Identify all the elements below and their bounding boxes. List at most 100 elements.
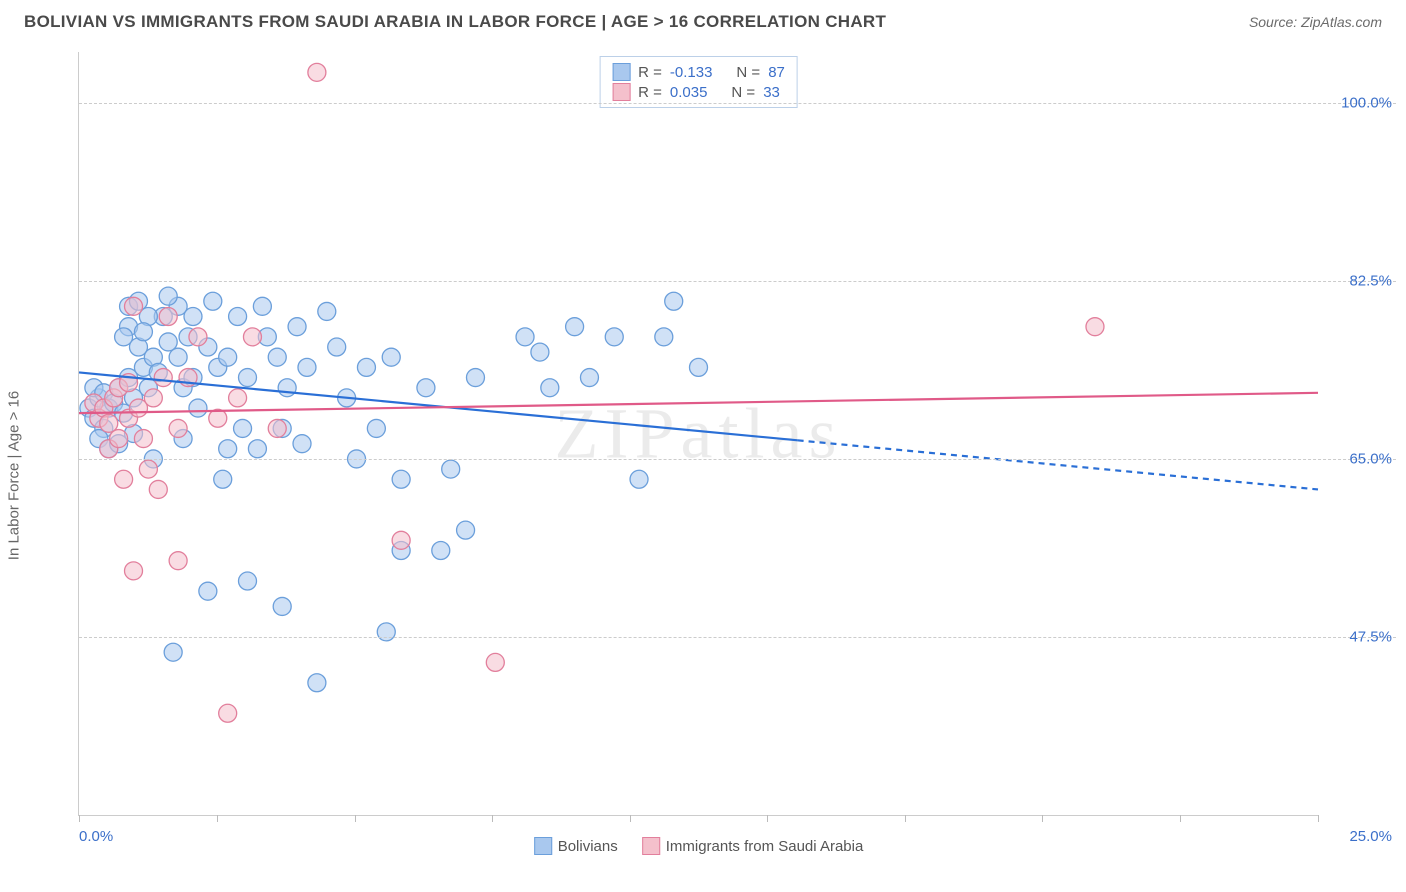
scatter-point	[219, 440, 237, 458]
scatter-point	[531, 343, 549, 361]
y-tick-label: 65.0%	[1349, 450, 1392, 467]
scatter-point	[466, 369, 484, 387]
r-value: -0.133	[670, 64, 713, 81]
scatter-point	[630, 470, 648, 488]
scatter-point	[690, 358, 708, 376]
scatter-point	[367, 419, 385, 437]
scatter-point	[100, 414, 118, 432]
scatter-point	[125, 562, 143, 580]
scatter-point	[566, 318, 584, 336]
scatter-point	[125, 297, 143, 315]
scatter-point	[298, 358, 316, 376]
bottom-legend: Bolivians Immigrants from Saudi Arabia	[534, 837, 864, 855]
x-tick	[905, 815, 906, 822]
chart-title: BOLIVIAN VS IMMIGRANTS FROM SAUDI ARABIA…	[24, 12, 886, 32]
scatter-point	[229, 389, 247, 407]
scatter-point	[149, 480, 167, 498]
n-value: 33	[763, 84, 780, 101]
r-value: 0.035	[670, 84, 708, 101]
scatter-point	[382, 348, 400, 366]
scatter-point	[432, 541, 450, 559]
x-tick	[355, 815, 356, 822]
scatter-point	[159, 287, 177, 305]
x-tick	[1318, 815, 1319, 822]
scatter-point	[229, 308, 247, 326]
x-tick	[1042, 815, 1043, 822]
scatter-point	[144, 389, 162, 407]
regression-line	[79, 393, 1318, 413]
r-label: R =	[638, 64, 662, 81]
scatter-point	[243, 328, 261, 346]
y-tick-label: 47.5%	[1349, 628, 1392, 645]
legend-swatch	[642, 837, 660, 855]
x-tick-label: 0.0%	[79, 828, 113, 845]
scatter-point	[219, 348, 237, 366]
scatter-point	[357, 358, 375, 376]
scatter-point	[655, 328, 673, 346]
scatter-point	[234, 419, 252, 437]
legend-swatch	[534, 837, 552, 855]
scatter-point	[169, 552, 187, 570]
scatter-point	[159, 308, 177, 326]
scatter-point	[308, 63, 326, 81]
y-axis-label: In Labor Force | Age > 16	[6, 391, 23, 560]
scatter-point	[580, 369, 598, 387]
scatter-point	[417, 379, 435, 397]
x-tick	[79, 815, 80, 822]
regression-line-dashed	[798, 440, 1318, 489]
gridline	[79, 281, 1396, 282]
gridline	[79, 459, 1396, 460]
x-tick	[492, 815, 493, 822]
legend-label: Bolivians	[558, 838, 618, 855]
scatter-point	[239, 369, 257, 387]
scatter-point	[318, 302, 336, 320]
x-tick	[630, 815, 631, 822]
r-label: R =	[638, 84, 662, 101]
scatter-point	[248, 440, 266, 458]
legend-label: Immigrants from Saudi Arabia	[666, 838, 864, 855]
scatter-point	[219, 704, 237, 722]
scatter-point	[115, 470, 133, 488]
scatter-point	[189, 399, 207, 417]
scatter-point	[541, 379, 559, 397]
correlation-box: R = -0.133 N = 87 R = 0.035 N = 33	[599, 56, 798, 108]
scatter-point	[392, 470, 410, 488]
correlation-row: R = 0.035 N = 33	[612, 83, 785, 101]
scatter-point	[164, 643, 182, 661]
scatter-point	[605, 328, 623, 346]
scatter-point	[273, 597, 291, 615]
scatter-point	[169, 419, 187, 437]
scatter-point	[139, 460, 157, 478]
n-label: N =	[736, 64, 760, 81]
scatter-point	[204, 292, 222, 310]
scatter-point	[516, 328, 534, 346]
scatter-point	[253, 297, 271, 315]
n-value: 87	[768, 64, 785, 81]
gridline	[79, 103, 1396, 104]
y-tick-label: 82.5%	[1349, 272, 1392, 289]
legend-item: Bolivians	[534, 837, 618, 855]
x-tick	[767, 815, 768, 822]
chart-container: In Labor Force | Age > 16 ZIPatlas R = -…	[50, 52, 1396, 882]
scatter-point	[239, 572, 257, 590]
scatter-point	[328, 338, 346, 356]
scatter-point	[486, 653, 504, 671]
scatter-point	[159, 333, 177, 351]
scatter-point	[268, 348, 286, 366]
scatter-point	[268, 419, 286, 437]
scatter-point	[184, 308, 202, 326]
y-tick-label: 100.0%	[1341, 94, 1392, 111]
scatter-point	[134, 430, 152, 448]
scatter-point	[377, 623, 395, 641]
legend-swatch	[612, 83, 630, 101]
scatter-point	[110, 430, 128, 448]
x-tick-label: 25.0%	[1349, 828, 1392, 845]
legend-swatch	[612, 63, 630, 81]
plot-area: ZIPatlas R = -0.133 N = 87 R = 0.035 N =…	[78, 52, 1318, 816]
scatter-point	[457, 521, 475, 539]
correlation-row: R = -0.133 N = 87	[612, 63, 785, 81]
scatter-point	[214, 470, 232, 488]
x-tick	[1180, 815, 1181, 822]
gridline	[79, 637, 1396, 638]
scatter-point	[115, 328, 133, 346]
